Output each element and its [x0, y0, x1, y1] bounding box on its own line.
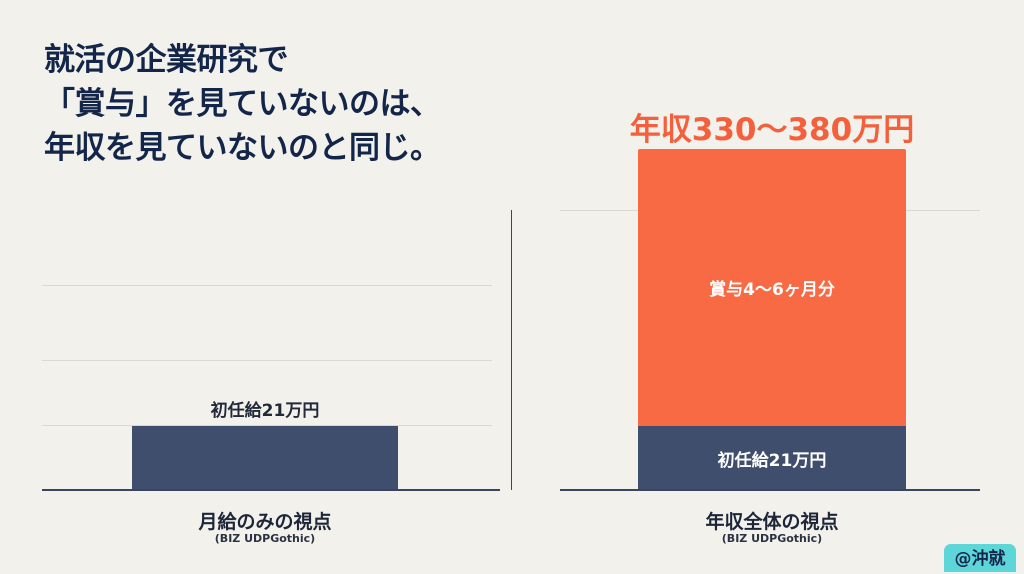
category-sublabel: (BIZ UDPGothic): [721, 532, 823, 545]
bar-label: 賞与4～6ヶ月分: [709, 279, 835, 300]
title-line-3: 年収を見ていないのと同じ。: [44, 130, 441, 166]
bar-bonus: 賞与4～6ヶ月分: [638, 148, 906, 426]
author-badge: @沖就: [944, 544, 1016, 572]
title-line-2: 「賞与」を見ていないのは、: [44, 86, 441, 122]
bar-label: 初任給21万円: [717, 450, 827, 471]
bar-label: 初任給21万円: [210, 401, 320, 421]
category-sublabel: (BIZ UDPGothic): [214, 532, 316, 545]
divider: [511, 210, 512, 490]
bar-monthly-salary: [132, 426, 398, 490]
gridline: [42, 285, 492, 286]
title-line-1: 就活の企業研究で: [44, 42, 288, 78]
baseline: [42, 489, 500, 491]
category-label: 年収全体の視点: [705, 511, 839, 533]
gridline: [42, 425, 492, 426]
baseline: [560, 489, 980, 491]
total-label: 年収330～380万円: [629, 112, 915, 148]
page-title: 就活の企業研究で 「賞与」を見ていないのは、 年収を見ていないのと同じ。: [44, 38, 441, 170]
bar-monthly-salary: 初任給21万円: [638, 426, 906, 490]
category-label: 月給のみの視点: [198, 511, 332, 533]
gridline: [42, 360, 492, 361]
